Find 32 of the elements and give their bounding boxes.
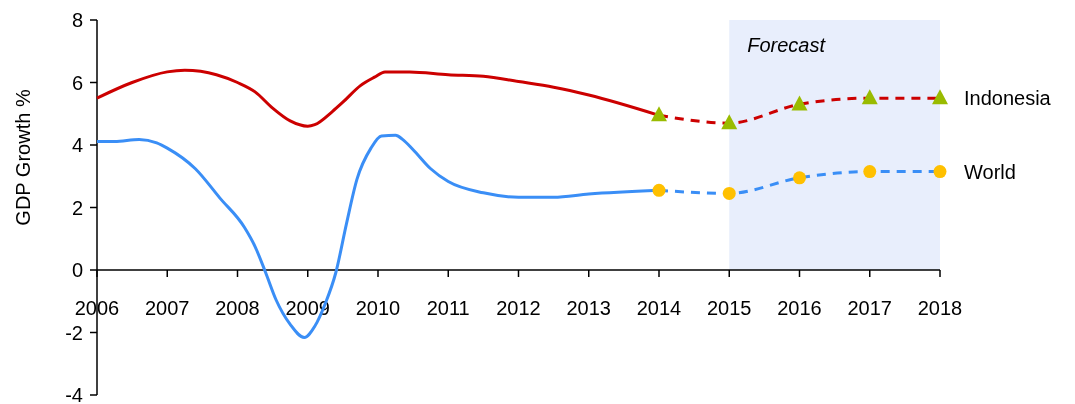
x-tick-label: 2012 bbox=[496, 297, 541, 319]
x-tick-label: 2011 bbox=[426, 297, 470, 319]
x-tick-label: 2015 bbox=[707, 297, 752, 319]
y-tick-label: 2 bbox=[71, 196, 83, 219]
x-tick-label: 2018 bbox=[917, 297, 963, 319]
point bbox=[861, 89, 878, 105]
y-tick-label: 0 bbox=[71, 259, 83, 281]
y-tick-label: 8 bbox=[71, 9, 83, 31]
x-tick-label: 2008 bbox=[215, 297, 260, 319]
point bbox=[652, 183, 666, 197]
series-label: World bbox=[964, 160, 1016, 183]
x-tick-label: 2013 bbox=[566, 297, 611, 319]
y-tick-label: -4 bbox=[65, 384, 83, 404]
y-tick-label: -2 bbox=[65, 321, 83, 344]
x-tick-label: 2017 bbox=[847, 297, 892, 319]
point bbox=[793, 171, 806, 185]
y-axis-title: GDP Growth % bbox=[12, 89, 34, 226]
point bbox=[721, 114, 738, 130]
point bbox=[933, 165, 947, 179]
x-tick-label: 2010 bbox=[355, 297, 401, 319]
point bbox=[651, 106, 667, 122]
series-label: Indonesia bbox=[964, 87, 1052, 110]
point bbox=[932, 89, 948, 105]
y-tick-label: 4 bbox=[71, 134, 83, 156]
band-label: Forecast bbox=[747, 34, 827, 56]
y-tick-label: 6 bbox=[71, 71, 83, 94]
x-tick-label: 2007 bbox=[145, 297, 190, 319]
x-tick-label: 2014 bbox=[636, 297, 682, 319]
x-tick-label: 2016 bbox=[777, 297, 822, 319]
point bbox=[791, 95, 808, 111]
point bbox=[863, 165, 877, 179]
point bbox=[722, 186, 736, 200]
